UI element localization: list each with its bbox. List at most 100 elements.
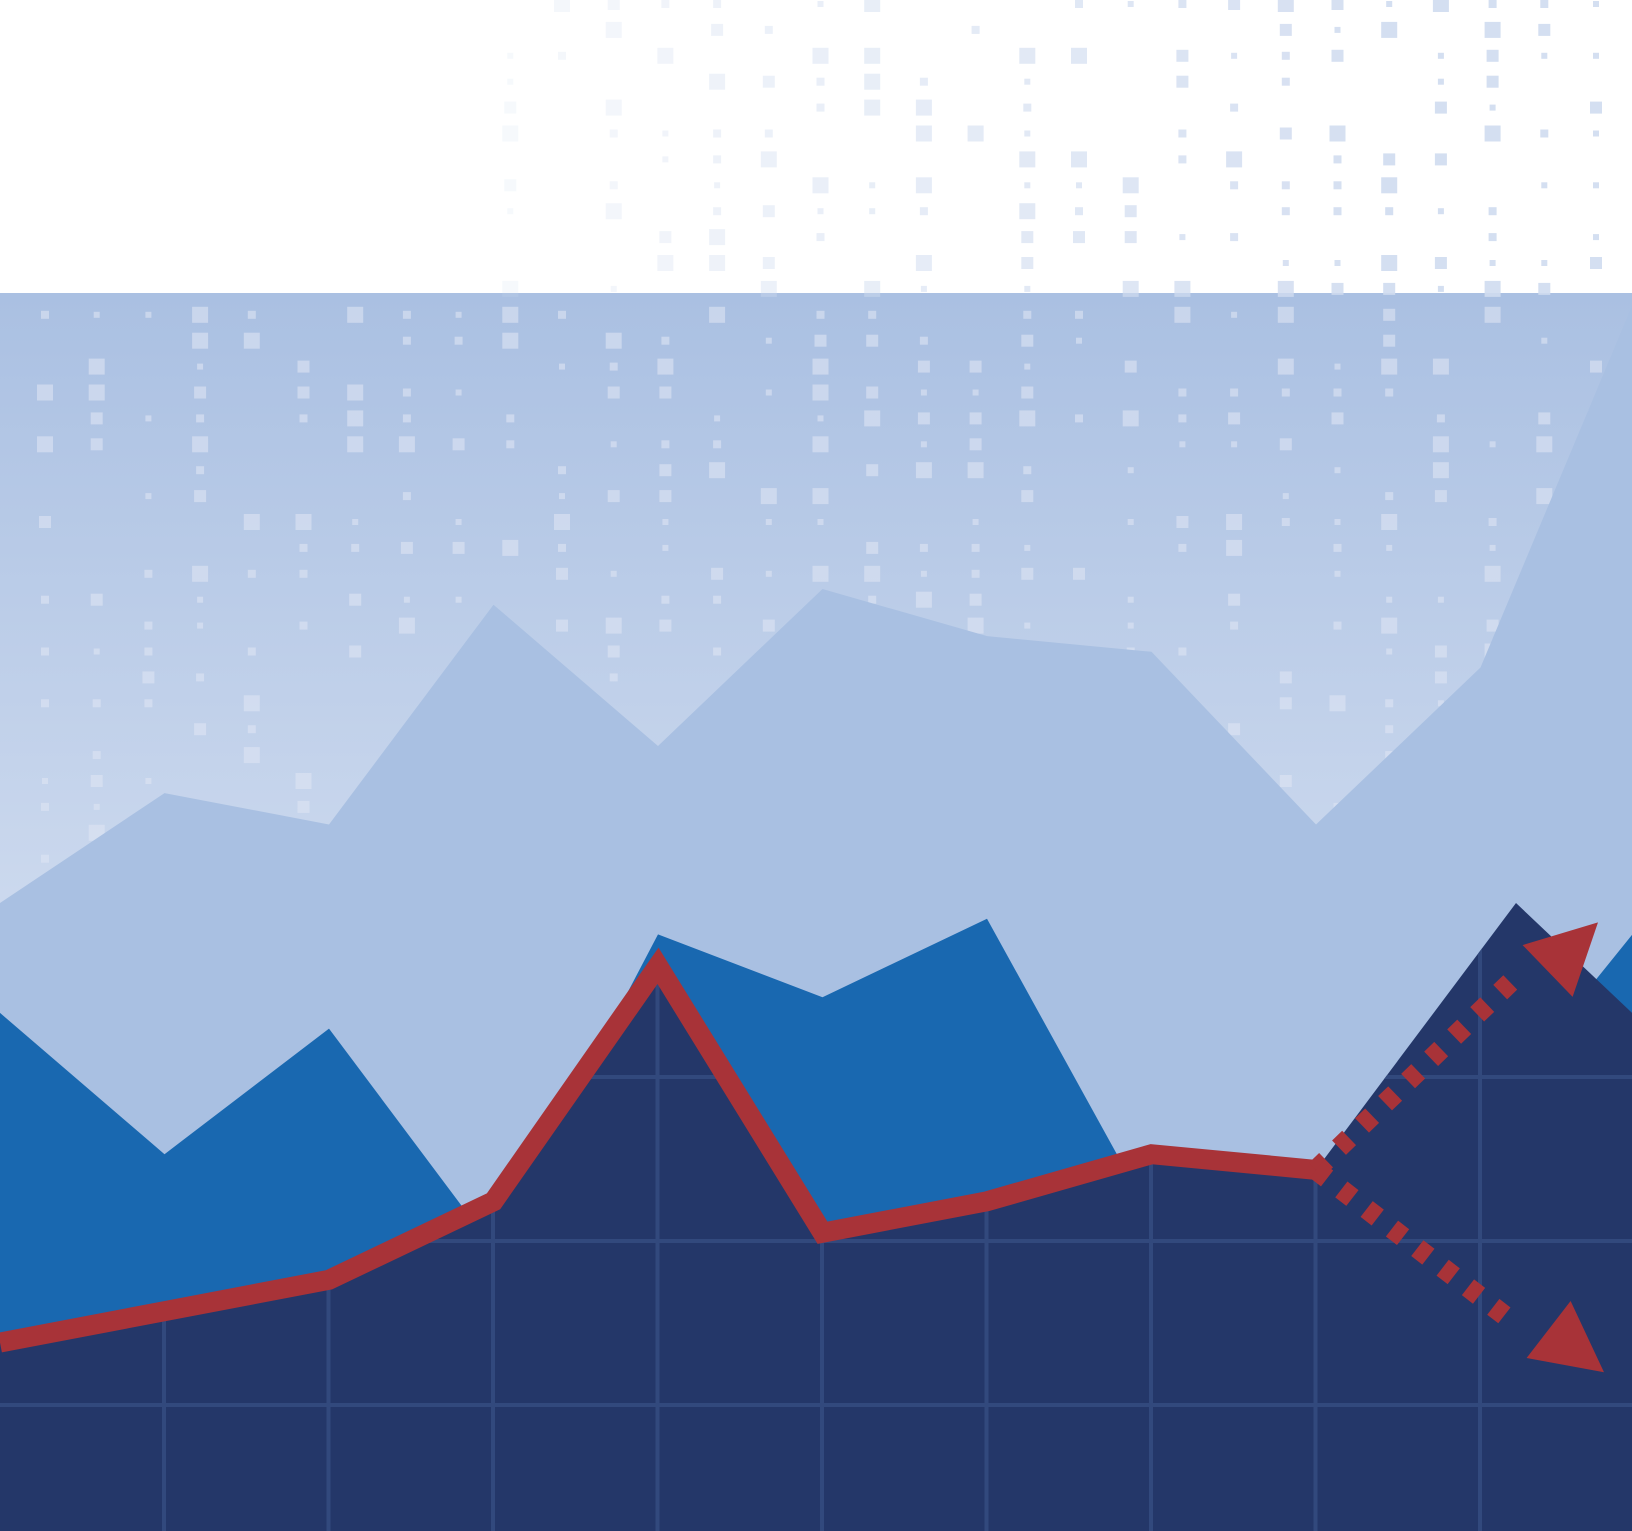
decorative-square: [1333, 207, 1342, 216]
decorative-square: [812, 358, 829, 375]
decorative-square: [967, 462, 984, 479]
decorative-square: [662, 544, 669, 551]
decorative-square: [507, 208, 514, 215]
decorative-square: [506, 440, 515, 449]
decorative-square: [1174, 306, 1191, 323]
decorative-square: [1122, 177, 1139, 194]
decorative-square: [1122, 280, 1139, 297]
decorative-square: [1540, 0, 1549, 8]
decorative-square: [1383, 282, 1396, 295]
area-series-dark: [0, 903, 1632, 1531]
decorative-square: [1281, 77, 1290, 86]
decorative-square: [402, 492, 411, 501]
decorative-square: [714, 415, 721, 422]
decorative-square: [559, 363, 565, 370]
decorative-square: [452, 541, 465, 554]
decorative-square: [609, 181, 618, 190]
decorative-square: [93, 311, 100, 318]
decorative-square: [713, 0, 722, 8]
decorative-square: [817, 415, 824, 422]
decorative-square: [1434, 101, 1447, 114]
decorative-square: [607, 386, 620, 399]
decorative-square: [610, 570, 617, 577]
decorative-square: [816, 310, 825, 319]
decorative-square: [659, 231, 672, 244]
decorative-square: [709, 73, 726, 90]
decorative-square: [398, 436, 415, 453]
decorative-square: [1331, 282, 1344, 295]
decorative-square: [864, 73, 881, 90]
decorative-square: [1334, 260, 1341, 266]
decorative-square: [1024, 363, 1031, 370]
arrow-down-icon: [1526, 1301, 1604, 1373]
decorative-square: [297, 386, 310, 399]
decorative-square: [1279, 127, 1292, 140]
decorative-square: [247, 310, 256, 319]
decorative-square: [1228, 723, 1241, 736]
decorative-square: [661, 0, 670, 8]
decorative-square: [1281, 388, 1290, 397]
decorative-square: [1331, 0, 1344, 10]
decorative-square: [762, 205, 775, 218]
decorative-square: [1434, 490, 1447, 503]
decorative-square: [455, 519, 462, 525]
decorative-square: [1019, 410, 1036, 427]
decorative-square: [605, 332, 622, 349]
decorative-square: [1024, 78, 1031, 85]
decorative-square: [554, 514, 570, 530]
decorative-square: [42, 778, 48, 784]
arrow-up-icon: [1522, 922, 1598, 997]
decorative-square: [920, 285, 927, 292]
decorative-square: [762, 619, 775, 632]
decorative-square: [816, 77, 825, 86]
decorative-square: [243, 332, 260, 349]
decorative-square: [1334, 467, 1341, 474]
decorative-square: [297, 800, 310, 813]
decorative-square: [1023, 466, 1032, 475]
decorative-square: [192, 306, 209, 323]
decorative-square: [1076, 337, 1082, 344]
decorative-square: [812, 177, 829, 194]
decorative-square: [765, 337, 772, 344]
decorative-square: [247, 647, 256, 656]
decorative-square: [1385, 725, 1394, 734]
decorative-square: [868, 310, 877, 319]
decorative-square: [661, 336, 670, 345]
decorative-square: [502, 280, 519, 297]
decorative-square: [558, 466, 566, 475]
decorative-square: [1228, 593, 1241, 606]
decorative-square: [247, 725, 256, 734]
decorative-square: [558, 543, 566, 552]
decorative-square: [814, 334, 827, 347]
decorative-square: [1228, 412, 1241, 425]
decorative-square: [1329, 125, 1346, 142]
decorative-square: [713, 595, 722, 604]
decorative-square: [1334, 363, 1341, 370]
decorative-square: [864, 99, 881, 116]
decorative-square: [609, 362, 618, 371]
decorative-square: [1228, 0, 1241, 10]
projection-down-line: [1309, 1161, 1523, 1333]
decorative-square: [605, 99, 622, 116]
decorative-square: [1176, 75, 1189, 88]
decorative-square: [1019, 151, 1036, 168]
decorative-square: [760, 280, 777, 297]
decorative-square: [661, 440, 670, 449]
decorative-square: [765, 570, 772, 577]
decorative-square: [1593, 1, 1599, 7]
decorative-square: [1281, 207, 1290, 216]
decorative-square: [192, 565, 209, 582]
decorative-square: [864, 565, 881, 582]
decorative-square: [402, 310, 411, 319]
decorative-square: [1024, 622, 1031, 629]
decorative-square: [1024, 182, 1031, 189]
decorative-square: [1122, 410, 1139, 427]
decorative-square: [295, 773, 312, 789]
decorative-square: [196, 466, 205, 475]
decorative-square: [1231, 52, 1238, 59]
decorative-square: [711, 567, 724, 580]
decorative-square: [1432, 436, 1449, 453]
decorative-square: [90, 438, 103, 451]
decorative-square: [243, 695, 260, 712]
decorative-square: [403, 596, 410, 603]
